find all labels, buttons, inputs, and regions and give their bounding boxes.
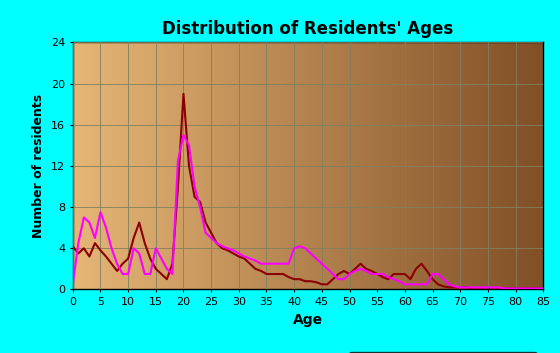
Females [69, 282, 76, 286]
Males [479, 286, 486, 291]
Males [540, 286, 547, 291]
Females [473, 285, 480, 289]
Females [180, 133, 187, 137]
X-axis label: Age: Age [293, 313, 323, 327]
Legend: Males, Females: Males, Females [349, 352, 537, 353]
Line: Males: Males [73, 94, 543, 288]
Males [180, 92, 187, 96]
Females [501, 286, 508, 291]
Females [119, 272, 126, 276]
Males [69, 244, 76, 249]
Males [81, 246, 87, 250]
Males [468, 286, 475, 291]
Females [302, 246, 309, 250]
Line: Females: Females [73, 135, 543, 288]
Males [435, 282, 441, 286]
Males [119, 262, 126, 266]
Females [540, 286, 547, 291]
Title: Distribution of Residents' Ages: Distribution of Residents' Ages [162, 20, 454, 38]
Females [81, 215, 87, 220]
Males [92, 241, 99, 245]
Y-axis label: Number of residents: Number of residents [32, 94, 45, 238]
Females [92, 236, 99, 240]
Males [302, 279, 309, 283]
Females [435, 272, 441, 276]
